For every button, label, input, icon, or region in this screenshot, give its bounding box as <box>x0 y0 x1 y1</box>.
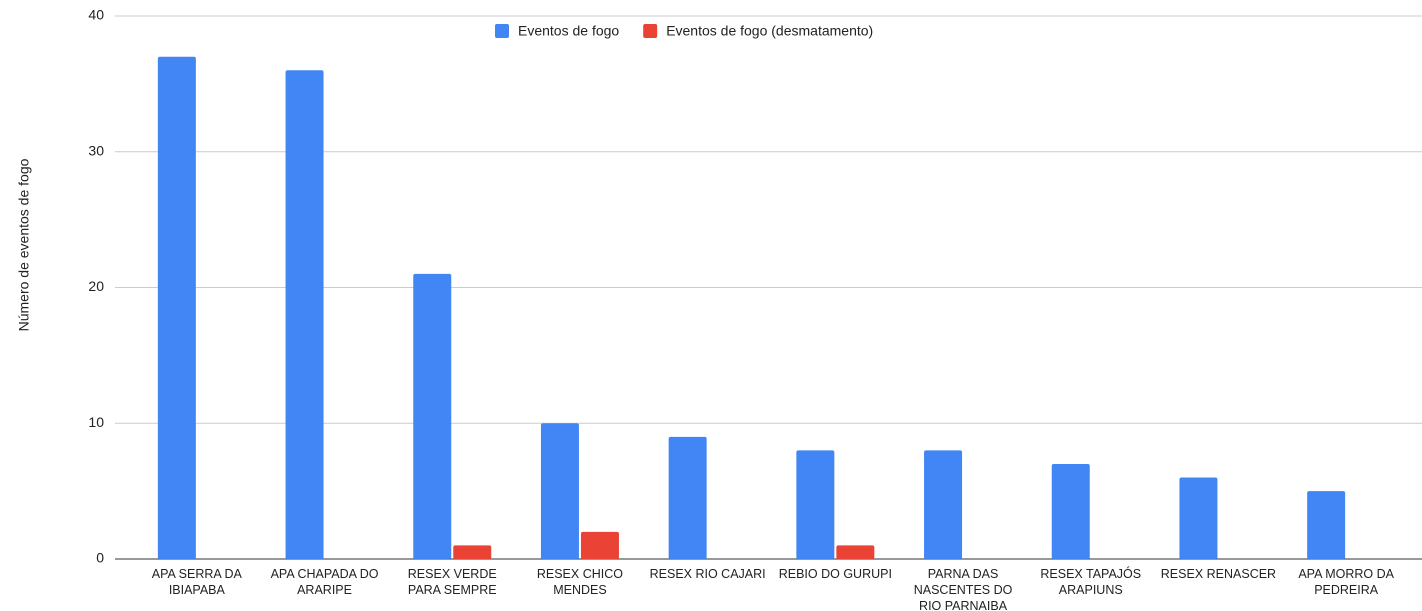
x-tick-label: RESEX RIO CAJARI <box>649 567 766 581</box>
bar <box>157 56 196 559</box>
y-tick-label: 0 <box>96 550 104 566</box>
legend-label: Eventos de fogo <box>518 23 619 39</box>
bar <box>1051 463 1090 559</box>
y-axis-label: Número de eventos de fogo <box>16 158 32 331</box>
bar <box>796 450 835 559</box>
bar <box>1179 477 1218 559</box>
x-tick-label: PARNA DAS NASCENTES DO RIO PARNAIBA <box>913 567 1013 611</box>
bar <box>580 531 619 559</box>
legend-swatch <box>643 24 658 38</box>
x-tick-label: REBIO DO GURUPI <box>778 567 892 581</box>
x-tick-label: APA SERRA DA IBIAPABA <box>151 567 242 597</box>
bar <box>285 70 324 560</box>
legend-swatch <box>495 24 509 38</box>
legend-label: Eventos de fogo (desmatamento) <box>666 23 873 39</box>
y-tick-label: 20 <box>88 278 104 294</box>
x-tick-label: RESEX RENASCER <box>1160 567 1277 581</box>
y-tick-label: 10 <box>88 414 104 430</box>
bar <box>924 450 963 559</box>
x-tick-label: APA CHAPADA DO ARARIPE <box>270 567 379 597</box>
y-tick-label: 40 <box>88 7 104 23</box>
x-tick-label: RESEX CHICO MENDES <box>536 567 623 597</box>
x-tick-label: RESEX TAPAJÓS ARAPIUNS <box>1040 567 1142 597</box>
x-tick-label: RESEX VERDE PARA SEMPRE <box>407 567 497 597</box>
bar <box>453 545 492 559</box>
bar <box>540 423 579 559</box>
bar <box>836 545 875 559</box>
bar <box>1307 491 1346 559</box>
x-tick-label: APA MORRO DA PEDREIRA <box>1298 567 1394 597</box>
y-tick-label: 30 <box>88 142 104 158</box>
bar <box>668 436 707 559</box>
bar <box>413 273 452 559</box>
